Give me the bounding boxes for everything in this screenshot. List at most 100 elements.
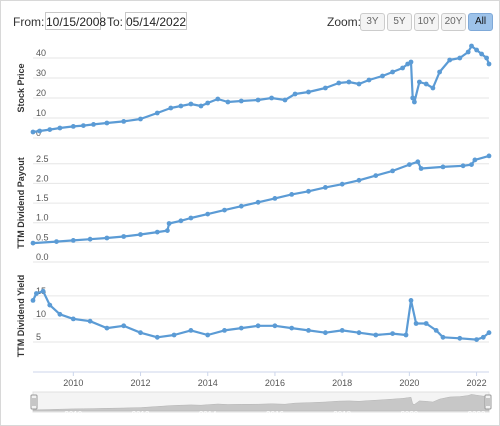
data-point (272, 323, 278, 329)
data-point (306, 188, 311, 194)
dividend-payout-panel: TTM Dividend Payout 0.0 0.5 1.0 1.5 2.0 2.5 (16, 153, 492, 263)
data-point (255, 323, 261, 329)
data-point (412, 99, 417, 105)
data-point (178, 103, 184, 109)
data-point (205, 100, 211, 106)
navigator-label: 2014 (199, 410, 217, 419)
data-point (225, 99, 231, 105)
data-point (166, 221, 172, 226)
zoom-20y-button[interactable]: 20Y (441, 13, 466, 31)
y-tick-label: 0.0 (36, 252, 49, 262)
range-selector: From: 10/15/2008 To: 05/14/2022 Zoom: 3Y… (0, 8, 500, 32)
data-point (410, 95, 416, 101)
data-point (121, 234, 127, 239)
data-point (138, 116, 143, 122)
navigator-left-handle[interactable] (30, 394, 38, 410)
navigator[interactable]: 2010 2012 2014 2016 2018 2020 2022 (30, 391, 492, 419)
data-point (469, 162, 474, 168)
data-point (484, 55, 489, 61)
data-point (165, 228, 170, 234)
data-point (121, 119, 127, 124)
data-point (171, 332, 177, 338)
data-point (306, 328, 311, 333)
data-point (474, 47, 479, 53)
zoom-label: Zoom: (327, 15, 362, 29)
data-point (37, 128, 43, 134)
data-point (269, 95, 274, 101)
y-tick-label: 10 (36, 309, 46, 319)
data-point (415, 159, 421, 165)
data-point (437, 69, 442, 75)
data-point (57, 125, 63, 131)
series-line (32, 44, 491, 134)
dividend-payout-axis-title: TTM Dividend Payout (16, 157, 26, 249)
stock-price-panel: Stock Price 010203040 (16, 43, 492, 139)
data-point (418, 166, 424, 171)
navigator-label: 2012 (132, 410, 150, 419)
y-tick-label: 10 (36, 108, 46, 118)
data-point (400, 65, 405, 71)
y-tick-label: 1.5 (36, 193, 49, 203)
data-point (91, 122, 96, 127)
data-point (205, 332, 211, 338)
data-point (188, 215, 194, 221)
data-point (272, 196, 278, 201)
data-point (238, 325, 244, 331)
data-point (34, 291, 39, 296)
zoom-all-button[interactable]: All (468, 13, 493, 31)
x-tick-label: 2018 (332, 378, 352, 388)
data-point (403, 332, 409, 338)
x-tick-label: 2012 (131, 378, 151, 388)
data-point (486, 153, 492, 159)
zoom-3y-button[interactable]: 3Y (360, 13, 385, 31)
data-point (40, 288, 46, 294)
from-label: From: (13, 15, 45, 29)
data-point (366, 77, 372, 83)
data-point (480, 334, 486, 340)
zoom-5y-button[interactable]: 5Y (387, 13, 412, 31)
zoom-10y-button[interactable]: 10Y (414, 13, 439, 31)
data-point (54, 239, 59, 245)
data-point (423, 81, 429, 87)
data-point (30, 240, 36, 246)
navigator-label: 2010 (64, 410, 82, 419)
data-point (154, 334, 160, 340)
to-date-input[interactable]: 05/14/2022 (125, 12, 187, 30)
from-date-input[interactable]: 10/15/2008 (45, 12, 106, 30)
data-point (408, 298, 414, 303)
data-point (47, 127, 53, 132)
data-point (238, 203, 244, 209)
navigator-label: 2016 (266, 410, 284, 419)
navigator-label: 2020 (400, 410, 418, 419)
data-point (433, 328, 439, 333)
data-point (457, 55, 463, 61)
data-point (390, 168, 395, 174)
data-point (138, 330, 143, 336)
data-point (70, 238, 76, 243)
data-point (306, 89, 311, 95)
data-point (70, 316, 76, 322)
x-tick-label: 2020 (399, 378, 419, 388)
data-point (440, 164, 446, 170)
data-point (215, 96, 221, 102)
data-point (423, 321, 429, 326)
y-tick-label: 20 (36, 88, 46, 98)
data-point (188, 328, 194, 333)
navigator-right-handle[interactable] (484, 394, 492, 410)
data-point (81, 123, 86, 128)
y-tick-label: 2.5 (36, 154, 49, 164)
data-point (138, 232, 143, 237)
data-point (255, 199, 261, 205)
data-point (104, 235, 110, 241)
data-point (289, 192, 295, 197)
data-point (339, 328, 345, 333)
data-point (472, 157, 478, 163)
data-point (380, 73, 385, 79)
stock-price-axis-title: Stock Price (16, 63, 26, 112)
data-point (430, 85, 436, 91)
data-point (104, 325, 110, 331)
data-point (282, 97, 288, 103)
data-point (30, 298, 36, 303)
data-point (198, 103, 204, 109)
